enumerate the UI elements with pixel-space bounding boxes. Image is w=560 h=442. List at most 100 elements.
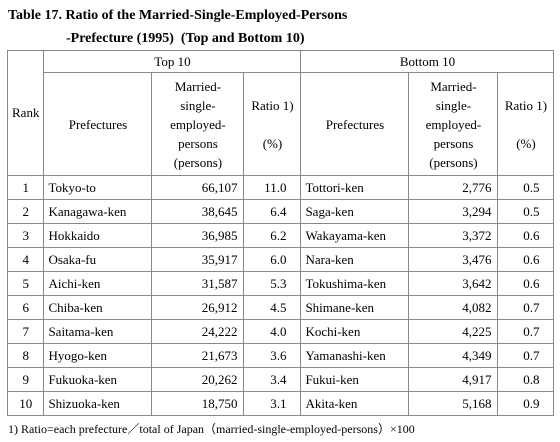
table-cell: 18,750 xyxy=(151,391,245,416)
table-cell: 66,107 xyxy=(151,175,245,200)
table-cell: Saga-ken xyxy=(300,199,410,224)
table-row: 5 Aichi-ken 31,587 5.3 Tokushima-ken 3,642 0.6 xyxy=(6,271,555,296)
table-cell: Hokkaido xyxy=(43,223,153,248)
table: Rank Top 10 Bottom 10 Prefectures Married-si… xyxy=(6,50,555,416)
header-line: Ratio 1) xyxy=(504,97,548,113)
header-line: (%) xyxy=(262,135,283,151)
table-cell: Saitama-ken xyxy=(43,319,153,344)
table-cell: Hyogo-ken xyxy=(43,343,153,368)
table-cell: Wakayama-ken xyxy=(300,223,410,248)
table-cell: 3.1 xyxy=(243,391,302,416)
header-line: Prefectures xyxy=(68,116,128,132)
header-line: employed- xyxy=(425,116,482,132)
header-line: Rank xyxy=(12,105,40,120)
table-cell: 4,349 xyxy=(408,343,499,368)
table-cell: 10 xyxy=(6,391,45,416)
table-cell: 11.0 xyxy=(243,175,302,200)
table-cell: 7 xyxy=(6,319,45,344)
table-cell: 0.6 xyxy=(497,223,555,248)
table-cell: Kochi-ken xyxy=(300,319,410,344)
header-line: Ratio 1) xyxy=(251,97,294,113)
table-cell: 9 xyxy=(6,367,45,392)
table-cell: 2,776 xyxy=(408,175,499,200)
table-row: 2 Kanagawa-ken 38,645 6.4 Saga-ken 3,294 0.5 xyxy=(6,199,555,224)
table-cell: 4 xyxy=(6,247,45,272)
header-line: Married- xyxy=(174,78,222,94)
table-cell: 6.4 xyxy=(243,199,302,224)
title: -Prefecture (1995) (Top and Bottom 10) xyxy=(66,31,305,46)
table-cell: Kanagawa-ken xyxy=(43,199,153,224)
column-header: Rank xyxy=(6,50,45,176)
table-row: 9 Fukuoka-ken 20,262 3.4 Fukui-ken 4,917 0.8 xyxy=(6,367,555,392)
table-row: 3 Hokkaido 36,985 6.2 Wakayama-ken 3,372 0.6 xyxy=(6,223,555,248)
table-cell: 3,294 xyxy=(408,199,499,224)
header-line: (%) xyxy=(516,135,536,151)
title: Table 17. Ratio of the Married-Single-Em… xyxy=(8,8,348,23)
table-cell: 38,645 xyxy=(151,199,245,224)
table-cell: 3,476 xyxy=(408,247,499,272)
table-cell: Tottori-ken xyxy=(300,175,410,200)
table-cell: 3,372 xyxy=(408,223,499,248)
table-cell: Akita-ken xyxy=(300,391,410,416)
table-cell: 0.7 xyxy=(497,319,555,344)
table-cell: 0.5 xyxy=(497,175,555,200)
table-cell: Yamanashi-ken xyxy=(300,343,410,368)
header-line: Prefectures xyxy=(325,116,385,132)
table-cell: 3,642 xyxy=(408,271,499,296)
table-cell: 4,082 xyxy=(408,295,499,320)
table-cell: 24,222 xyxy=(151,319,245,344)
table-cell: 0.6 xyxy=(497,247,555,272)
footnote: 1) Ratio=each prefecture／total of Japan（… xyxy=(8,422,415,436)
header-line: persons xyxy=(433,135,474,151)
table-row: 1 Tokyo-to 66,107 11.0 Tottori-ken 2,776 0.5 xyxy=(6,175,555,200)
table-cell: 4,225 xyxy=(408,319,499,344)
table-cell: 5.3 xyxy=(243,271,302,296)
header-line xyxy=(248,115,296,134)
table-cell: 36,985 xyxy=(151,223,245,248)
table-cell: Fukuoka-ken xyxy=(43,367,153,392)
table-cell: Tokushima-ken xyxy=(300,271,410,296)
table-cell: 0.6 xyxy=(497,271,555,296)
header-line: (persons) xyxy=(173,154,223,170)
table-cell: 0.9 xyxy=(497,391,555,416)
table-cell: 0.8 xyxy=(497,367,555,392)
table-cell: 26,912 xyxy=(151,295,245,320)
group-header: Bottom 10 xyxy=(300,50,555,73)
table-cell: 2 xyxy=(6,199,45,224)
table-cell: 5,168 xyxy=(408,391,499,416)
column-header: Married-single-employed-persons (persons) xyxy=(151,72,245,176)
table-cell: Osaka-fu xyxy=(43,247,153,272)
table-cell: 35,917 xyxy=(151,247,245,272)
table-cell: 21,673 xyxy=(151,343,245,368)
table-cell: 4.5 xyxy=(243,295,302,320)
table-cell: Tokyo-to xyxy=(43,175,153,200)
column-header: Ratio 1) (%) xyxy=(497,72,555,176)
table-row: 7 Saitama-ken 24,222 4.0 Kochi-ken 4,225 0.7 xyxy=(6,319,555,344)
header-line: Married- xyxy=(430,78,477,94)
table-cell: 6 xyxy=(6,295,45,320)
table-cell: 0.7 xyxy=(497,343,555,368)
table-cell: 20,262 xyxy=(151,367,245,392)
header-line: single- xyxy=(180,97,216,113)
header-line xyxy=(502,115,549,134)
table-row: 8 Hyogo-ken 21,673 3.6 Yamanashi-ken 4,349 0.7 xyxy=(6,343,555,368)
table-row: 4 Osaka-fu 35,917 6.0 Nara-ken 3,476 0.6 xyxy=(6,247,555,272)
column-header: Ratio 1) (%) xyxy=(243,72,302,176)
table-cell: 6.0 xyxy=(243,247,302,272)
table-cell: 5 xyxy=(6,271,45,296)
group-header: Top 10 xyxy=(43,50,302,73)
table-cell: Fukui-ken xyxy=(300,367,410,392)
table-row: 10 Shizuoka-ken 18,750 3.1 Akita-ken 5,168 0.9 xyxy=(6,391,555,416)
table-cell: Nara-ken xyxy=(300,247,410,272)
table-cell: 8 xyxy=(6,343,45,368)
table-cell: 1 xyxy=(6,175,45,200)
table-cell: 4.0 xyxy=(243,319,302,344)
column-header: Married-single-employed-persons (persons) xyxy=(408,72,499,176)
header-line: employed- xyxy=(170,116,226,132)
column-header: Prefectures xyxy=(300,72,410,176)
table-cell: 6.2 xyxy=(243,223,302,248)
table-cell: Aichi-ken xyxy=(43,271,153,296)
group-row: Rank Top 10 Bottom 10 xyxy=(6,50,555,176)
table-cell: Chiba-ken xyxy=(43,295,153,320)
